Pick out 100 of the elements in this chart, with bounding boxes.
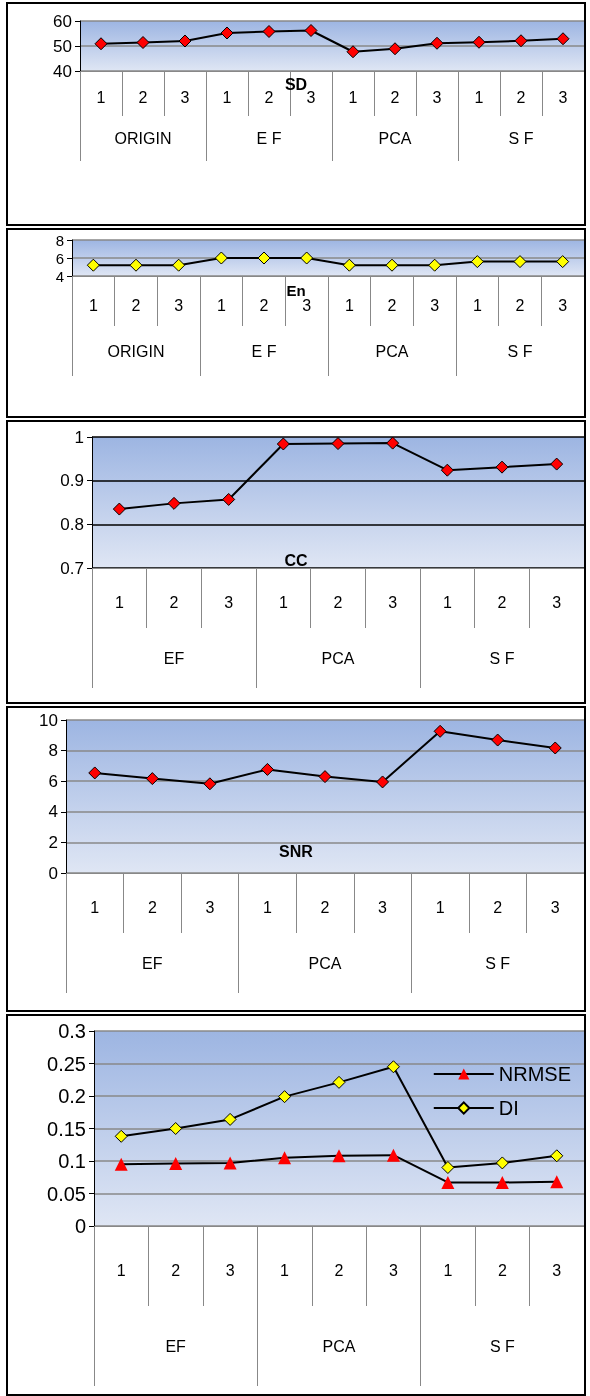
x-tick-label: 1 <box>88 296 98 314</box>
x-tick-label: 3 <box>552 1261 562 1279</box>
x-tick-label: 3 <box>388 593 398 611</box>
x-tick-label: 1 <box>114 593 124 611</box>
text: E F <box>251 342 277 360</box>
text: PCA <box>322 1337 356 1355</box>
text: S F <box>507 342 533 360</box>
point <box>386 1148 400 1162</box>
x-tick-label: 1 <box>348 89 358 106</box>
y-tick-label: 50 <box>53 36 72 56</box>
point <box>222 492 236 506</box>
point <box>304 24 318 37</box>
point <box>441 1175 455 1189</box>
x-tick-label: 3 <box>550 898 560 916</box>
x-tick-label: 1 <box>435 898 445 916</box>
point <box>145 772 159 786</box>
point <box>169 1122 183 1135</box>
point <box>386 1060 400 1074</box>
x-tick-label: 2 <box>497 1261 507 1279</box>
y-tick-label: 6 <box>55 249 64 267</box>
y-tick-label: 0.8 <box>60 514 84 534</box>
point <box>129 258 143 272</box>
x-tick-label: 3 <box>558 296 568 314</box>
point <box>214 251 228 265</box>
x-tick-label: 1 <box>222 89 232 106</box>
y-tick-label: 0.9 <box>60 471 84 491</box>
x-tick-label: 3 <box>302 296 312 314</box>
x-tick-label: 3 <box>552 593 562 611</box>
point <box>278 1090 292 1104</box>
point <box>318 770 332 784</box>
point <box>472 35 486 49</box>
x-tick-label: 2 <box>169 593 179 611</box>
point <box>167 496 181 510</box>
point <box>550 1149 564 1163</box>
text: PCA <box>375 342 409 360</box>
y-tick-label: 0 <box>48 863 58 883</box>
y-tick-label: 6 <box>48 771 58 791</box>
x-tick-label: 3 <box>430 296 440 314</box>
x-tick-label: 1 <box>116 1261 126 1279</box>
point <box>470 255 484 269</box>
x-tick-label: 2 <box>390 89 400 106</box>
point <box>430 36 444 50</box>
text: PCA <box>308 954 342 972</box>
x-tick-label: 2 <box>387 296 397 314</box>
x-tick-label: 1 <box>280 1261 290 1279</box>
point <box>433 724 447 738</box>
point <box>88 766 102 780</box>
point <box>385 258 399 272</box>
x-tick-label: 2 <box>497 593 507 611</box>
point <box>491 733 505 747</box>
y-tick-label: 0.15 <box>47 1117 86 1140</box>
point <box>114 1157 128 1171</box>
point <box>112 502 126 516</box>
point <box>556 32 570 46</box>
text: PCA <box>321 649 355 667</box>
y-tick-label: 4 <box>48 802 58 822</box>
point <box>428 258 442 272</box>
legend-label: DI <box>498 1097 519 1119</box>
y-tick-label: 40 <box>53 61 72 81</box>
point <box>386 436 400 450</box>
x-tick-label: 2 <box>334 1261 344 1279</box>
x-tick-label: 1 <box>443 1261 453 1279</box>
point <box>495 460 509 474</box>
x-tick-label: 2 <box>515 296 525 314</box>
point <box>513 255 527 269</box>
point <box>257 251 271 265</box>
x-tick-label: 2 <box>320 898 330 916</box>
point <box>550 1175 564 1189</box>
point <box>440 463 454 477</box>
point <box>114 1129 128 1143</box>
text: S F <box>485 954 511 972</box>
y-tick-label: 1 <box>74 427 84 447</box>
text: SD <box>284 75 308 93</box>
legend-label: NRMSE <box>498 1063 572 1085</box>
x-tick-label: 1 <box>442 593 452 611</box>
x-tick-label: 1 <box>90 898 100 916</box>
x-tick-label: 1 <box>472 296 482 314</box>
point <box>136 36 150 49</box>
point <box>172 258 186 272</box>
point <box>388 42 402 56</box>
point <box>86 258 100 272</box>
point <box>331 437 345 451</box>
text: ORIGIN <box>107 342 165 360</box>
text: S F <box>489 1337 516 1355</box>
y-tick-label: 8 <box>48 741 58 761</box>
x-tick-label: 2 <box>131 296 141 314</box>
x-tick-label: 2 <box>259 296 269 314</box>
x-tick-label: 3 <box>225 1261 235 1279</box>
point <box>203 777 217 791</box>
x-tick-label: 2 <box>493 898 503 916</box>
x-tick-label: 3 <box>224 593 234 611</box>
y-tick-label: 0.2 <box>58 1085 86 1107</box>
x-tick-label: 3 <box>306 89 316 106</box>
point <box>178 34 192 48</box>
text: S F <box>489 649 515 667</box>
y-tick-label: 0.1 <box>58 1150 86 1172</box>
x-tick-label: 3 <box>378 898 388 916</box>
point <box>278 1151 292 1165</box>
point <box>276 437 290 451</box>
y-tick-label: 10 <box>39 710 58 730</box>
